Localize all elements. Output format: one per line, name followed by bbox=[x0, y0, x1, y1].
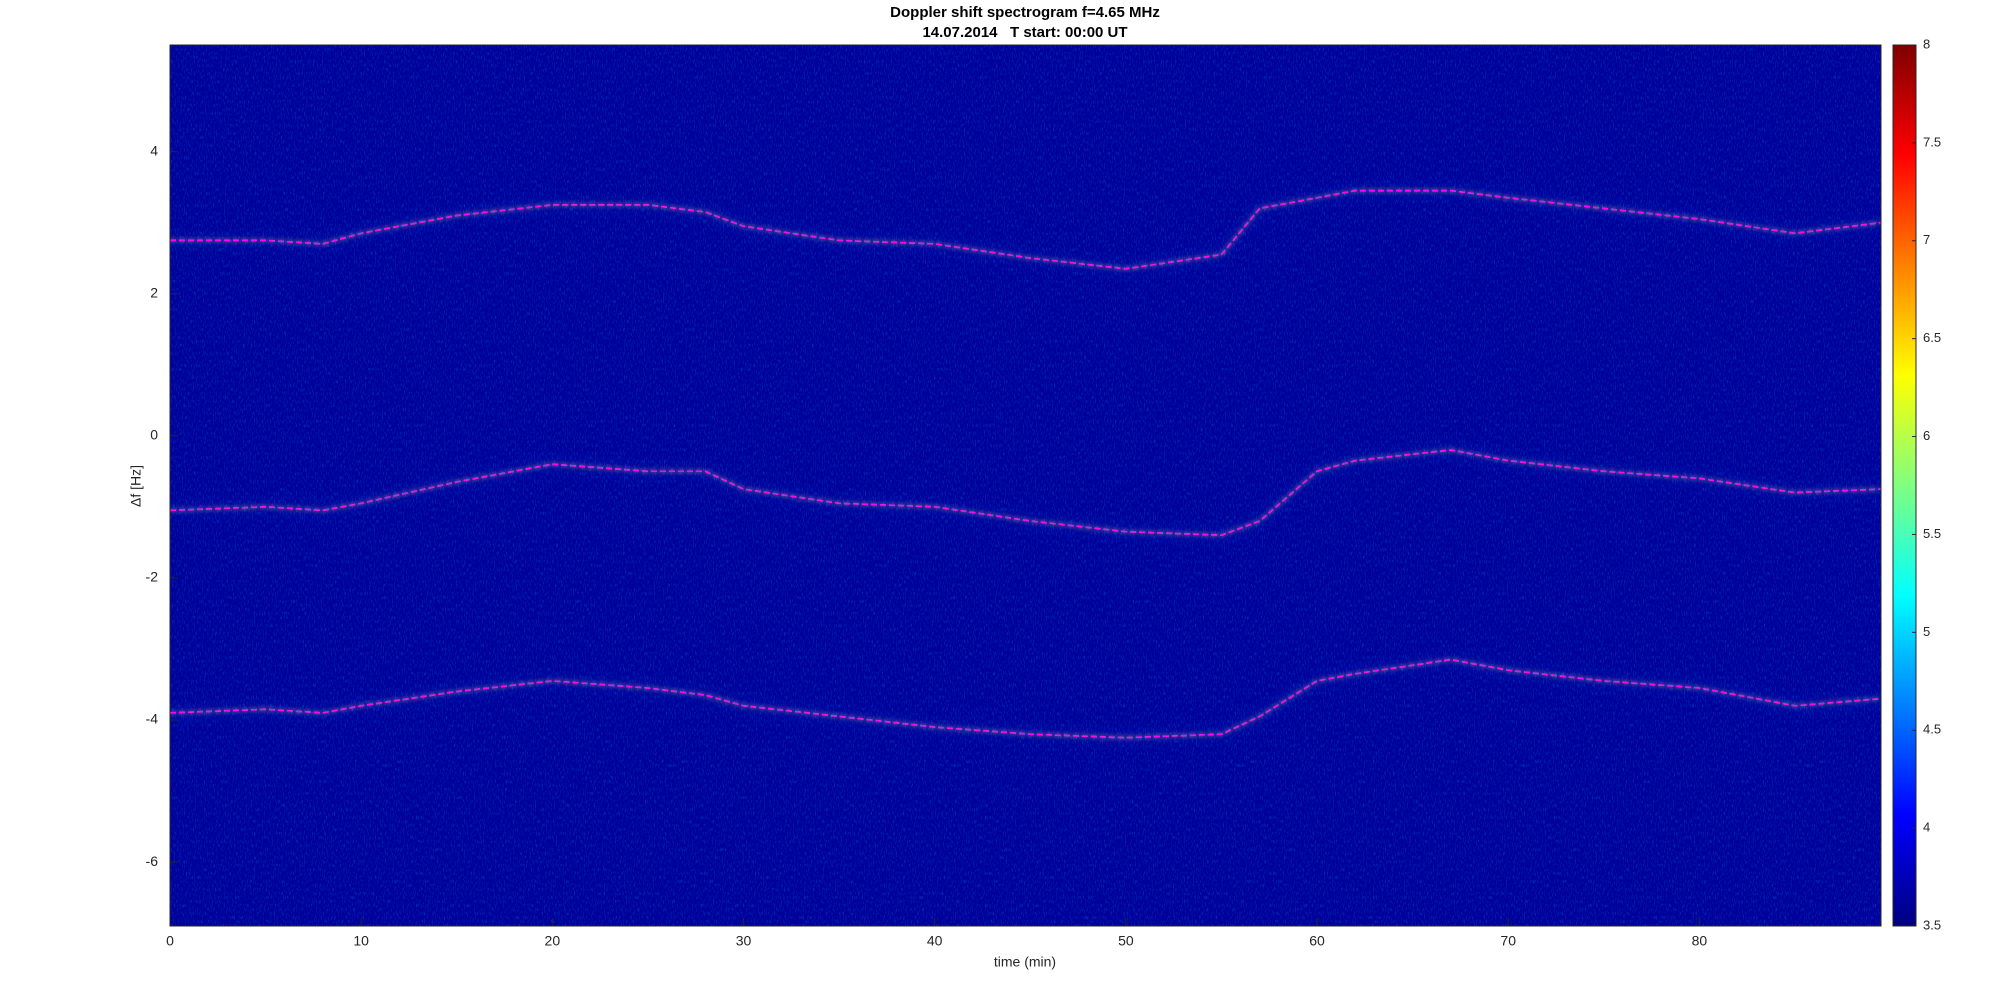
chart-title: Doppler shift spectrogram f=4.65 MHz bbox=[890, 4, 1160, 21]
colorbar bbox=[1892, 44, 1917, 927]
colorbar-tick-label: 7.5 bbox=[1923, 134, 1941, 149]
x-tick-label: 20 bbox=[545, 933, 561, 949]
y-axis-label: Δf [Hz] bbox=[128, 465, 144, 507]
y-tick-label: 0 bbox=[150, 426, 158, 442]
y-tick-label: -6 bbox=[146, 853, 159, 869]
x-tick-label: 40 bbox=[927, 933, 943, 949]
colorbar-tick-label: 5 bbox=[1923, 624, 1930, 639]
y-tick-label: -2 bbox=[146, 569, 159, 585]
chart-subtitle: 14.07.2014 T start: 00:00 UT bbox=[922, 24, 1127, 41]
x-tick-label: 0 bbox=[166, 933, 174, 949]
x-tick-label: 10 bbox=[353, 933, 369, 949]
x-axis-label: time (min) bbox=[994, 954, 1056, 970]
trace bbox=[169, 658, 1882, 739]
x-tick-label: 50 bbox=[1118, 933, 1134, 949]
x-tick-label: 60 bbox=[1309, 933, 1325, 949]
noise-texture bbox=[170, 45, 1881, 926]
colorbar-tick-label: 6.5 bbox=[1923, 330, 1941, 345]
colorbar-tick-label: 4.5 bbox=[1923, 722, 1941, 737]
plot-frame bbox=[169, 44, 1882, 927]
colorbar-tick-label: 8 bbox=[1923, 36, 1930, 51]
x-tick-label: 80 bbox=[1692, 933, 1708, 949]
colorbar-tick-label: 3.5 bbox=[1923, 917, 1941, 932]
trace bbox=[169, 449, 1882, 536]
y-tick-label: 4 bbox=[150, 142, 158, 158]
trace bbox=[170, 189, 1882, 270]
x-tick-label: 30 bbox=[736, 933, 752, 949]
y-tick-label: 2 bbox=[150, 284, 158, 300]
colorbar-tick-label: 5.5 bbox=[1923, 526, 1941, 541]
colorbar-tick-label: 7 bbox=[1923, 232, 1930, 247]
y-tick-label: -4 bbox=[146, 711, 159, 727]
colorbar-tick-label: 4 bbox=[1923, 820, 1930, 835]
colorbar-tick-label: 6 bbox=[1923, 428, 1930, 443]
x-tick-label: 70 bbox=[1500, 933, 1516, 949]
